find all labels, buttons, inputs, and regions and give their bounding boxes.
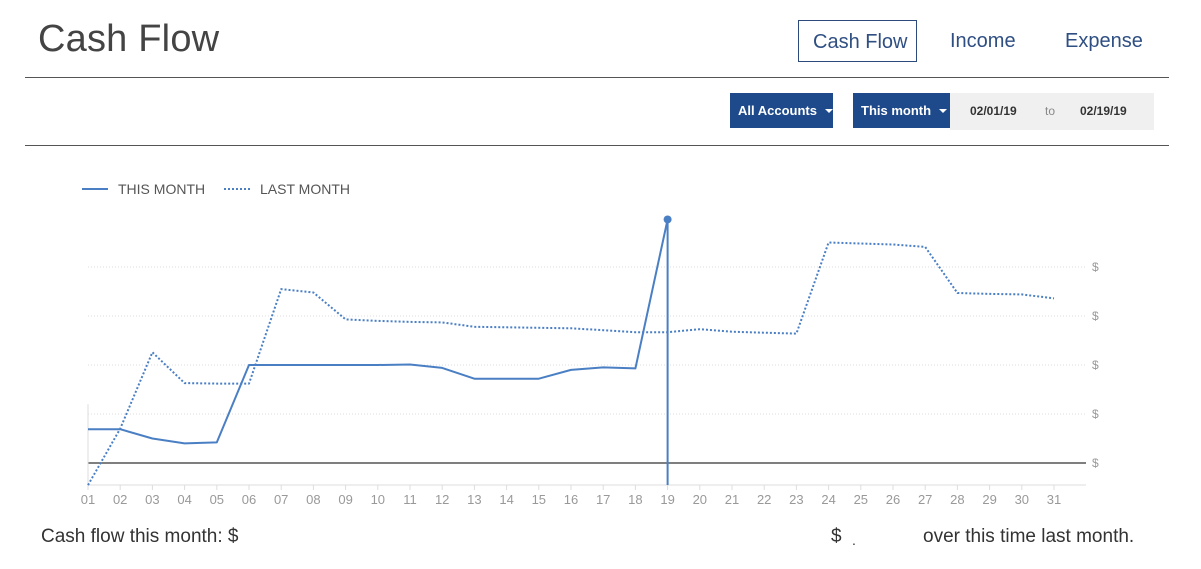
tab-cash-flow[interactable]: Cash Flow	[798, 20, 917, 62]
x-tick-label: 17	[596, 492, 610, 507]
x-tick-label: 18	[628, 492, 642, 507]
x-tick-label: 13	[467, 492, 481, 507]
series-line-this-month	[88, 219, 669, 445]
x-tick-label: 29	[982, 492, 996, 507]
x-tick-label: 04	[177, 492, 191, 507]
y-tick-label: $	[1092, 358, 1099, 372]
x-tick-label: 03	[145, 492, 159, 507]
x-tick-label: 11	[403, 492, 417, 507]
x-tick-label: 31	[1047, 492, 1061, 507]
date-from-input[interactable]: 02/01/19	[970, 104, 1017, 118]
y-tick-label: $	[1092, 456, 1099, 470]
x-tick-label: 28	[950, 492, 964, 507]
legend-label: THIS MONTH	[118, 181, 206, 197]
current-day-marker-dot	[663, 215, 672, 224]
y-tick-label: $	[1092, 260, 1099, 274]
x-tick-label: 12	[435, 492, 449, 507]
x-tick-label: 20	[693, 492, 707, 507]
x-tick-label: 07	[274, 492, 288, 507]
period-dropdown-label: This month	[861, 103, 932, 118]
accounts-dropdown-label: All Accounts	[738, 103, 817, 118]
dotted-line-swatch	[224, 188, 250, 190]
accounts-dropdown[interactable]: All Accounts	[730, 93, 833, 128]
x-tick-label: 08	[306, 492, 320, 507]
caret-down-icon	[939, 108, 948, 113]
x-tick-label: 05	[210, 492, 224, 507]
comparison-value: .	[852, 532, 856, 548]
x-tick-label: 30	[1015, 492, 1029, 507]
x-tick-label: 25	[854, 492, 868, 507]
x-tick-label: 06	[242, 492, 256, 507]
tab-income[interactable]: Income	[950, 30, 1016, 52]
x-tick-label: 01	[81, 492, 95, 507]
series-line-last-month	[87, 241, 1055, 486]
y-tick-label: $	[1092, 309, 1099, 323]
solid-line-swatch	[82, 188, 108, 190]
cash-flow-chart: $ $ $ $ $01 02 03 04 05 06 07 08 09 10 11 12 13 14 15 16 17 1…	[81, 215, 1099, 507]
x-tick-label: 09	[338, 492, 352, 507]
x-tick-label: 24	[821, 492, 835, 507]
x-tick-label: 15	[532, 492, 546, 507]
x-tick-label: 22	[757, 492, 771, 507]
tab-expense[interactable]: Expense	[1065, 30, 1143, 52]
header-divider	[25, 77, 1169, 78]
cash-flow-summary: Cash flow this month: $	[41, 526, 239, 547]
legend-label: LAST MONTH	[260, 181, 350, 197]
x-tick-label: 02	[113, 492, 127, 507]
period-dropdown[interactable]: This month	[853, 93, 950, 128]
x-tick-label: 27	[918, 492, 932, 507]
filter-divider	[25, 145, 1169, 146]
comparison-currency: $	[831, 526, 842, 547]
x-tick-label: 26	[886, 492, 900, 507]
date-range-separator: to	[1045, 104, 1056, 118]
caret-down-icon	[824, 108, 833, 113]
date-to-input[interactable]: 02/19/19	[1080, 104, 1127, 118]
x-tick-label: 14	[499, 492, 513, 507]
x-tick-label: 16	[564, 492, 578, 507]
x-tick-label: 19	[660, 492, 674, 507]
date-range: 02/01/19 to 02/19/19	[950, 93, 1154, 130]
x-tick-label: 21	[725, 492, 739, 507]
y-tick-label: $	[1092, 407, 1099, 421]
x-tick-label: 23	[789, 492, 803, 507]
comparison-text: over this time last month.	[923, 526, 1135, 547]
x-tick-label: 10	[371, 492, 385, 507]
page-title: Cash Flow	[38, 18, 220, 60]
